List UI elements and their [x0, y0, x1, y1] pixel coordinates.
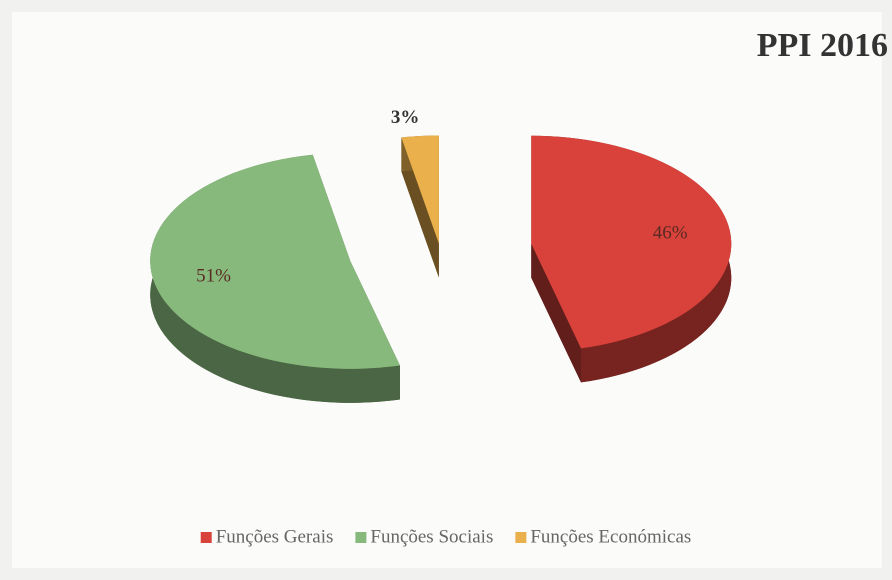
- slice-edge: [531, 243, 582, 383]
- data-label: 46%: [653, 223, 688, 244]
- legend-label: Funções Económicas: [530, 526, 691, 547]
- plot-area: [12, 12, 882, 568]
- slice-edge: [401, 137, 439, 278]
- legend-swatch: [515, 532, 527, 543]
- slice: [401, 135, 439, 244]
- slice: [531, 135, 732, 349]
- legend-label: Funções Gerais: [216, 526, 334, 547]
- data-label: 3%: [391, 107, 420, 128]
- data-label: 51%: [196, 266, 231, 287]
- slice-rim: [150, 154, 400, 403]
- legend-swatch: [355, 532, 367, 543]
- legend-swatch: [200, 532, 212, 543]
- legend-label: Funções Sociais: [370, 526, 493, 547]
- chart-title: PPI 2016: [757, 27, 888, 64]
- slice: [150, 154, 400, 369]
